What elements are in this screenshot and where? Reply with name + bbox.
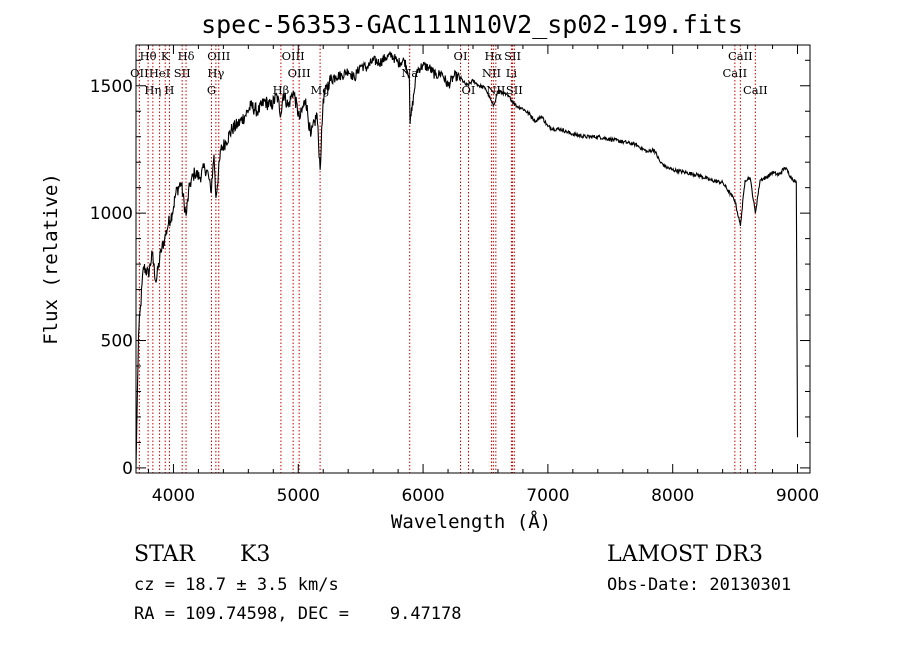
line-label: NII [482,66,501,80]
coordinates: RA = 109.74598, DEC = 9.47178 [134,604,462,624]
object-subclass: K3 [240,542,270,567]
x-tick-label: 7000 [526,486,569,506]
line-label: Hγ [207,66,224,80]
line-label: SII [506,83,523,97]
x-axis: 4000 5000 6000 7000 8000 9000 [147,45,819,506]
line-label: H [164,83,174,97]
line-label: OIII [282,49,305,63]
line-label: Hθ [140,49,157,63]
x-tick-label: 8000 [651,486,694,506]
y-axis: 0 500 1000 1500 [90,59,810,479]
object-class: STAR [134,542,196,567]
redshift-cz: cz = 18.7 ± 3.5 km/s [134,575,339,595]
x-axis-label: Wavelength (Å) [391,510,551,533]
x-tick-label: 6000 [401,486,444,506]
line-label: Hα [484,49,502,63]
line-label: Mg [311,83,331,97]
line-label: OI [454,49,468,63]
y-tick-label: 1500 [90,77,133,97]
survey-name: LAMOST DR3 [607,542,763,567]
x-tick-label: 5000 [277,486,320,506]
line-label: CaII [728,49,753,63]
y-tick-label: 0 [122,459,133,479]
line-label: OIII [207,49,230,63]
x-tick-label: 9000 [776,486,819,506]
line-label: Hδ [178,49,195,63]
line-label: CaII [743,83,768,97]
observation-date: Obs-Date: 20130301 [607,575,791,595]
y-axis-label: Flux (relative) [40,173,62,345]
line-label: HeI [149,66,170,80]
emission-line-markers [138,45,756,473]
line-label: OIII [288,66,311,80]
line-label: SII [504,49,521,63]
line-label: Hη [144,83,161,97]
line-label: NII [486,83,505,97]
line-label: SII [174,66,191,80]
line-label: K [161,49,170,63]
line-label: Li [506,66,518,80]
line-label: G [207,83,216,97]
series-line-spectrum [135,51,799,468]
line-label: OI [462,83,476,97]
plot-frame [135,44,811,474]
y-tick-label: 1000 [90,204,133,224]
line-label: CaII [722,66,747,80]
chart-title: spec-56353-GAC111N10V2_sp02-199.fits [201,10,743,39]
line-label: Hβ [273,83,290,97]
y-tick-label: 500 [101,332,133,352]
line-label: OII [130,66,149,80]
line-label: Na [401,66,418,80]
x-tick-label: 4000 [152,486,195,506]
